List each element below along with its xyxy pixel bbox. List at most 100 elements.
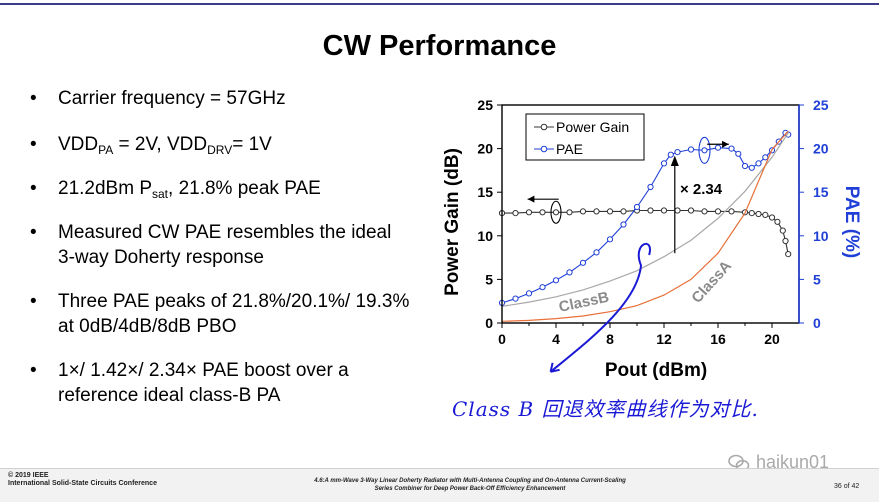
- bullet-list: Carrier frequency = 57GHz VDDPA = 2V, VD…: [30, 86, 410, 408]
- legend-pae-marker: [540, 145, 548, 153]
- pae-point: [660, 160, 668, 167]
- handwritten-note: Class B 回退效率曲线作为对比.: [452, 397, 759, 421]
- bullet-pae-boost: 1×/ 1.42×/ 2.34× PAE boost over a refere…: [30, 358, 410, 408]
- y-tick-label: 20: [477, 141, 493, 157]
- xlabel: Pout (dBm): [605, 360, 707, 381]
- pae-point: [728, 145, 735, 152]
- bullet-vdd: VDDPA = 2V, VDDDRV= 1V: [30, 132, 410, 157]
- power-gain-point: [539, 209, 546, 216]
- pae-point: [748, 164, 755, 171]
- power-gain-point: [566, 209, 573, 216]
- pae-point: [512, 295, 519, 302]
- power-gain-point: [728, 208, 735, 215]
- power-gain-point: [579, 208, 587, 215]
- annotation-classa: ClassA: [688, 257, 735, 306]
- y2-tick-label: 20: [813, 141, 829, 157]
- x-tick-label: 12: [656, 331, 672, 347]
- power-gain-point: [785, 251, 792, 258]
- pae-point: [735, 150, 742, 157]
- x-tick-label: 20: [764, 331, 780, 347]
- power-gain-point: [774, 218, 781, 225]
- y-tick-label: 5: [485, 271, 493, 287]
- pae-point: [714, 144, 722, 151]
- watermark-text: haikun01: [756, 452, 830, 472]
- classb-line: [501, 132, 789, 307]
- y2-tick-label: 25: [813, 97, 829, 113]
- pae-point: [539, 284, 546, 291]
- y-tick-label: 0: [485, 315, 493, 331]
- pae-curve-circle: [698, 136, 711, 164]
- classa-line: [501, 130, 789, 322]
- footer-page-number: 36 of 42: [834, 483, 860, 490]
- legend-gain-label: Power Gain: [556, 119, 629, 135]
- power-gain-point: [714, 208, 722, 215]
- power-gain-point: [647, 207, 654, 214]
- pae-axis-pointer-head: [722, 140, 729, 148]
- power-gain-point: [606, 208, 614, 215]
- y2-tick-label: 0: [813, 315, 821, 331]
- x-tick-label: 0: [498, 331, 506, 347]
- power-gain-line: [502, 209, 789, 255]
- x-tick-label: 4: [552, 331, 560, 347]
- pae-point: [633, 203, 641, 211]
- annotation-boost: × 2.34: [680, 181, 723, 198]
- pae-point: [755, 160, 762, 167]
- legend-pae-label: PAE: [556, 141, 583, 157]
- slide-title: CW Performance: [322, 30, 557, 62]
- pae-point: [525, 290, 533, 297]
- pae-point: [674, 149, 681, 156]
- power-gain-point: [768, 214, 776, 221]
- power-gain-point: [687, 207, 695, 214]
- power-gain-point: [762, 211, 769, 219]
- footer-copyright: © 2019 IEEE International Solid-State Ci…: [8, 472, 157, 487]
- power-gain-point: [620, 208, 627, 215]
- legend-gain-marker: [540, 123, 548, 131]
- pae-point: [606, 236, 614, 243]
- y2-tick-label: 5: [813, 271, 821, 287]
- handwritten-arrow: [549, 242, 651, 373]
- y2-tick-label: 15: [813, 184, 829, 200]
- pae-point: [552, 277, 560, 284]
- pae-point: [579, 259, 587, 266]
- boost-arrow-head: [670, 155, 679, 167]
- bullet-carrier-frequency: Carrier frequency = 57GHz: [30, 86, 410, 111]
- power-gain-point: [660, 207, 668, 214]
- pae-line: [501, 132, 789, 304]
- x-tick-label: 16: [710, 331, 726, 347]
- pae-point: [701, 147, 708, 154]
- pae-point: [566, 269, 573, 276]
- footer-bar: [0, 468, 879, 502]
- power-gain-point: [674, 207, 681, 214]
- y-tick-label: 15: [477, 184, 493, 200]
- power-gain-point: [552, 209, 560, 216]
- y2-tick-label: 10: [813, 228, 829, 244]
- power-gain-point: [525, 209, 533, 216]
- bullet-doherty-response: Measured CW PAE resembles the ideal 3-wa…: [30, 220, 410, 270]
- pae-point: [593, 249, 600, 256]
- power-gain-point: [782, 237, 789, 245]
- bullet-pae-peaks: Three PAE peaks of 21.8%/20.1%/ 19.3% at…: [30, 289, 410, 339]
- power-gain-point: [701, 208, 708, 215]
- top-divider: [0, 3, 879, 5]
- footer-paper-title: 4.6:A mm-Wave 3-Way Linear Doherty Radia…: [314, 478, 626, 492]
- cw-performance-chart: 0 4 8 12 16 20 0 5 10 15 20 25 0 5 10 15 20 25 Power Gain…: [442, 97, 862, 381]
- y-tick-label: 10: [477, 228, 493, 244]
- pae-point: [762, 154, 769, 161]
- legend-box: [525, 113, 645, 161]
- annotation-classb: ClassB: [557, 289, 610, 316]
- watermark: haikun01: [728, 452, 829, 473]
- chart-legend: Power Gain PAE: [525, 113, 645, 161]
- pae-point: [687, 146, 695, 153]
- handwritten-arrow-head: [549, 362, 560, 373]
- pae-point: [620, 221, 627, 228]
- pae-point: [741, 162, 749, 170]
- x-tick-label: 8: [606, 331, 614, 347]
- power-gain-point: [748, 210, 755, 217]
- gain-axis-pointer-head: [527, 195, 535, 203]
- power-gain-point: [779, 227, 786, 234]
- bullet-psat: 21.2dBm Psat, 21.8% peak PAE: [30, 176, 410, 201]
- gain-curve-circle: [550, 200, 562, 224]
- pae-point: [667, 151, 674, 158]
- ylabel: Power Gain (dB): [442, 148, 463, 296]
